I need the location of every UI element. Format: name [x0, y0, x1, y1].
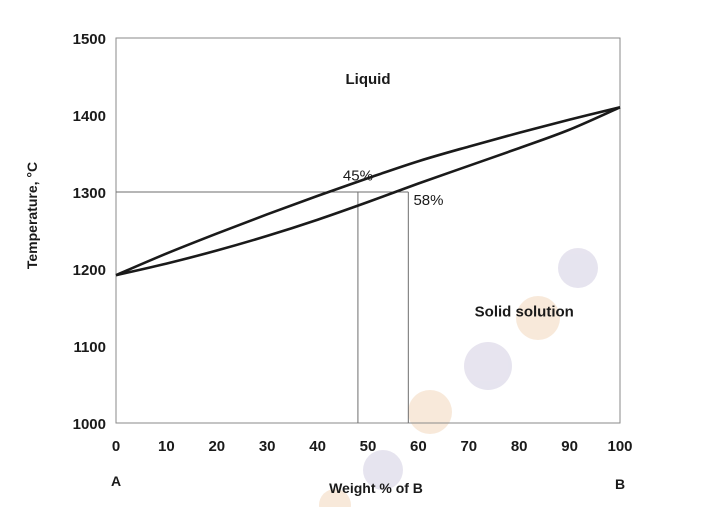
- watermark-seal-5: [319, 489, 351, 512]
- watermark-seal-0: [558, 248, 598, 288]
- x-tick-label: 70: [460, 438, 477, 455]
- watermark-seal-3: [408, 390, 452, 434]
- y-tick-labels: 1000 1100 1200 1300 1400 1500: [73, 31, 106, 433]
- liquidus-curve: [115, 106, 621, 277]
- x-tick-labels: 0 10 20 30 40 50 60 70 80 90 100: [112, 438, 633, 455]
- solidus-curve: [115, 106, 621, 277]
- reference-lines: [116, 191, 409, 423]
- x-tick-label: 100: [607, 438, 632, 455]
- y-tick-label: 1500: [73, 31, 106, 48]
- y-tick-label: 1300: [73, 185, 106, 202]
- series-group: [115, 106, 621, 277]
- x-tick-label: 0: [112, 438, 120, 455]
- liquid-region-label: Liquid: [346, 71, 391, 88]
- y-tick-label: 1100: [73, 339, 106, 356]
- x-tick-label: 30: [259, 438, 276, 455]
- x-tick-label: 50: [360, 438, 377, 455]
- watermark-seal-2: [464, 342, 512, 390]
- x-tick-label: 60: [410, 438, 427, 455]
- solid-composition-label: 58%: [413, 192, 443, 209]
- x-tick-label: 90: [561, 438, 578, 455]
- watermark-logos: [319, 248, 598, 512]
- x-tick-label: 10: [158, 438, 175, 455]
- liquid-composition-label: 45%: [343, 167, 373, 184]
- x-tick-label: 20: [208, 438, 225, 455]
- x-axis-label: Weight % of B: [329, 480, 423, 496]
- y-tick-label: 1200: [73, 262, 106, 279]
- y-tick-label: 1400: [73, 108, 106, 125]
- plot-area-frame: [115, 37, 621, 424]
- component-b-label: B: [615, 476, 625, 492]
- annotation-labels: Liquid 45% 58% Solid solution: [343, 71, 574, 321]
- x-tick-label: 80: [511, 438, 528, 455]
- solid-solution-region-label: Solid solution: [475, 304, 574, 321]
- component-a-label: A: [111, 473, 121, 489]
- watermark-seal-4: [363, 450, 403, 490]
- watermark-seal-1: [516, 296, 560, 340]
- y-axis-label: Temperature, °C: [24, 162, 40, 269]
- x-tick-label: 40: [309, 438, 326, 455]
- y-tick-label: 1000: [73, 416, 106, 433]
